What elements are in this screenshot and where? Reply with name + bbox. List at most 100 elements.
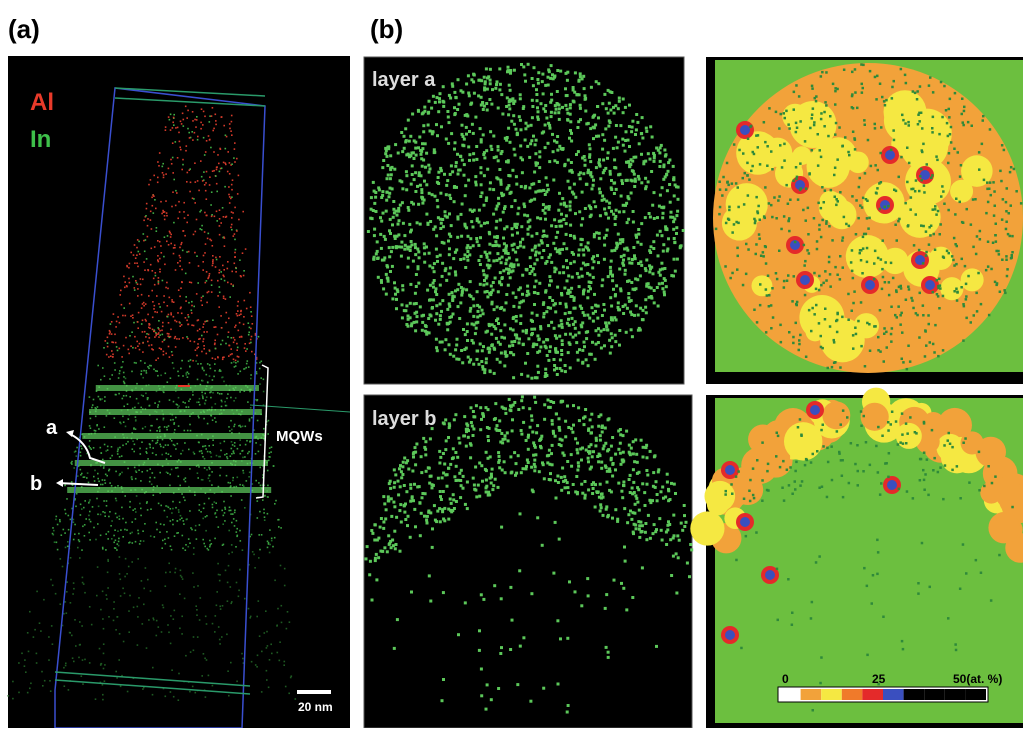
atom	[446, 328, 449, 331]
atom	[181, 493, 183, 495]
atom	[638, 142, 641, 145]
atom	[622, 210, 625, 213]
atom	[160, 375, 162, 377]
atom	[428, 100, 431, 103]
atom	[221, 327, 223, 329]
atom	[372, 181, 375, 184]
atom	[460, 286, 463, 289]
atom	[166, 215, 168, 217]
atom	[221, 636, 223, 638]
atom	[233, 426, 235, 428]
atom	[405, 188, 408, 191]
atom	[173, 316, 175, 318]
atom	[170, 508, 172, 510]
atom	[149, 468, 151, 470]
atom	[187, 338, 189, 340]
atom	[582, 248, 585, 251]
atom	[244, 347, 246, 349]
atom	[502, 237, 505, 240]
atom	[158, 165, 160, 167]
atom	[428, 171, 431, 174]
atom	[442, 85, 445, 88]
atom	[228, 553, 230, 555]
atom	[592, 487, 595, 490]
atom	[442, 591, 445, 594]
atom	[612, 147, 615, 150]
atom	[607, 112, 610, 115]
atom	[577, 80, 580, 83]
atom	[213, 128, 215, 130]
atom	[177, 262, 179, 264]
atom	[186, 181, 188, 183]
atom	[485, 357, 488, 360]
atom	[219, 393, 221, 395]
atom	[407, 209, 410, 212]
atom	[587, 488, 590, 491]
atom	[580, 604, 583, 607]
atom	[209, 176, 211, 178]
atom	[578, 285, 581, 288]
atom	[33, 636, 35, 638]
atom	[511, 418, 514, 421]
atom	[561, 452, 564, 455]
atom	[636, 461, 639, 464]
atom	[219, 574, 221, 576]
atom	[479, 236, 482, 239]
atom	[74, 533, 76, 535]
atom	[566, 266, 569, 269]
atom	[533, 66, 536, 69]
atom	[235, 362, 237, 364]
atom	[223, 381, 225, 383]
atom	[149, 477, 151, 479]
atom	[599, 214, 602, 217]
atom	[466, 259, 469, 262]
atom	[173, 114, 175, 116]
atom	[603, 258, 606, 261]
atom	[188, 546, 190, 548]
atom	[485, 479, 488, 482]
atom	[269, 544, 271, 546]
atom	[237, 361, 239, 363]
atom	[588, 281, 591, 284]
atom	[567, 289, 570, 292]
atom	[540, 239, 543, 242]
atom	[385, 191, 388, 194]
atom	[69, 632, 71, 634]
atom	[492, 484, 495, 487]
atom	[121, 507, 123, 509]
atom	[422, 130, 425, 133]
atom	[544, 368, 547, 371]
atom	[212, 319, 214, 321]
atom	[401, 473, 404, 476]
atom	[454, 274, 457, 277]
atom	[168, 425, 170, 427]
atom	[466, 322, 469, 325]
atom	[205, 616, 207, 618]
atom	[594, 123, 597, 126]
atom	[452, 447, 455, 450]
atom	[187, 324, 189, 326]
atom	[568, 137, 571, 140]
atom	[505, 293, 508, 296]
atom	[469, 208, 472, 211]
atom	[472, 410, 475, 413]
atom	[230, 283, 232, 285]
atom	[234, 252, 236, 254]
atom	[429, 475, 432, 478]
atom	[106, 598, 108, 600]
atom	[228, 194, 230, 196]
atom	[592, 137, 595, 140]
atom	[174, 429, 176, 431]
atom	[662, 250, 665, 253]
atom	[472, 477, 475, 480]
atom	[417, 250, 420, 253]
atom	[482, 133, 485, 136]
atom	[535, 251, 538, 254]
atom	[120, 423, 122, 425]
atom	[542, 209, 545, 212]
atom	[629, 474, 632, 477]
atom	[597, 460, 600, 463]
atom	[490, 698, 493, 701]
atom	[177, 371, 179, 373]
atom	[566, 711, 569, 714]
